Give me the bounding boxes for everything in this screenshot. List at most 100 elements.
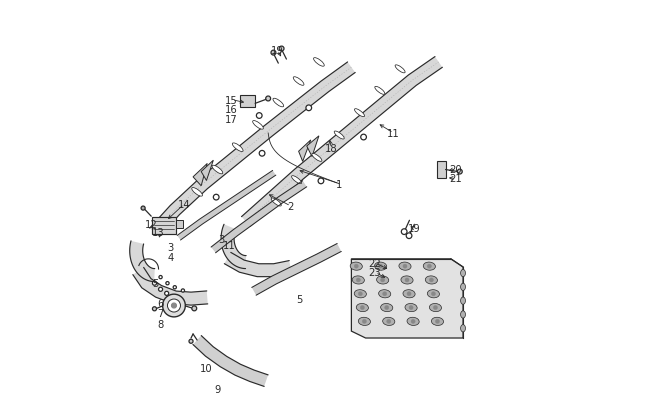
Ellipse shape <box>358 318 370 326</box>
Polygon shape <box>133 268 208 305</box>
Polygon shape <box>224 253 292 277</box>
Ellipse shape <box>352 276 365 284</box>
Ellipse shape <box>383 318 395 326</box>
FancyBboxPatch shape <box>437 162 446 178</box>
Ellipse shape <box>401 276 413 284</box>
Text: 3: 3 <box>168 242 174 252</box>
Text: 11: 11 <box>387 129 400 139</box>
Text: 6: 6 <box>157 299 164 309</box>
Text: 16: 16 <box>226 105 238 115</box>
Text: 1: 1 <box>336 179 343 189</box>
Circle shape <box>172 303 176 308</box>
Circle shape <box>153 281 157 286</box>
Circle shape <box>159 276 162 279</box>
Circle shape <box>168 299 181 312</box>
Circle shape <box>256 113 262 119</box>
Ellipse shape <box>334 132 345 140</box>
Ellipse shape <box>212 166 223 175</box>
Text: 22: 22 <box>369 258 382 268</box>
Circle shape <box>430 278 434 282</box>
Polygon shape <box>130 241 155 282</box>
Circle shape <box>436 320 439 324</box>
Ellipse shape <box>461 284 465 291</box>
Text: 21: 21 <box>449 174 462 184</box>
Ellipse shape <box>427 290 439 298</box>
Circle shape <box>181 289 185 292</box>
Ellipse shape <box>232 143 243 152</box>
Text: 11: 11 <box>222 240 235 250</box>
Circle shape <box>434 306 437 310</box>
Polygon shape <box>307 136 319 157</box>
Circle shape <box>405 278 409 282</box>
Text: 17: 17 <box>226 115 238 125</box>
Circle shape <box>401 229 407 235</box>
Ellipse shape <box>461 270 465 277</box>
Polygon shape <box>252 244 341 296</box>
Ellipse shape <box>271 198 281 207</box>
Polygon shape <box>221 225 246 269</box>
Circle shape <box>387 320 391 324</box>
Ellipse shape <box>292 176 302 184</box>
Text: 7: 7 <box>157 308 164 318</box>
FancyBboxPatch shape <box>240 96 255 108</box>
Circle shape <box>173 286 176 289</box>
Ellipse shape <box>461 297 465 305</box>
Ellipse shape <box>374 262 387 271</box>
Polygon shape <box>211 181 307 253</box>
Text: 19: 19 <box>408 224 421 234</box>
Circle shape <box>381 278 385 282</box>
Ellipse shape <box>425 276 437 284</box>
Ellipse shape <box>354 290 367 298</box>
Ellipse shape <box>432 318 443 326</box>
Polygon shape <box>242 58 443 227</box>
Circle shape <box>385 306 389 310</box>
Circle shape <box>164 292 169 296</box>
Ellipse shape <box>399 262 411 271</box>
Circle shape <box>306 106 311 111</box>
Polygon shape <box>193 336 268 386</box>
Circle shape <box>153 307 157 311</box>
Circle shape <box>141 207 145 211</box>
Text: 12: 12 <box>145 219 157 229</box>
Text: 5: 5 <box>296 295 303 305</box>
Text: 3: 3 <box>218 234 225 244</box>
Text: 19: 19 <box>270 46 283 55</box>
Ellipse shape <box>461 311 465 318</box>
Text: 23: 23 <box>369 268 382 277</box>
Ellipse shape <box>375 87 385 95</box>
Text: 2: 2 <box>287 202 294 211</box>
Ellipse shape <box>395 66 405 74</box>
Circle shape <box>427 264 432 269</box>
Circle shape <box>360 306 365 310</box>
Ellipse shape <box>354 109 365 117</box>
Ellipse shape <box>376 276 389 284</box>
Circle shape <box>403 264 407 269</box>
Circle shape <box>162 294 185 317</box>
Circle shape <box>358 292 362 296</box>
Circle shape <box>378 264 383 269</box>
Text: 8: 8 <box>157 319 164 329</box>
Circle shape <box>406 233 412 239</box>
Ellipse shape <box>405 304 417 312</box>
Polygon shape <box>352 259 463 338</box>
Ellipse shape <box>192 188 202 197</box>
FancyBboxPatch shape <box>153 218 176 234</box>
Circle shape <box>458 170 462 175</box>
Ellipse shape <box>430 304 441 312</box>
FancyBboxPatch shape <box>176 221 183 228</box>
Text: 15: 15 <box>226 96 238 105</box>
Circle shape <box>266 97 270 102</box>
Ellipse shape <box>378 290 391 298</box>
Ellipse shape <box>350 262 362 271</box>
Ellipse shape <box>273 99 283 108</box>
Circle shape <box>166 282 169 285</box>
Circle shape <box>192 306 197 311</box>
Circle shape <box>259 151 265 157</box>
Ellipse shape <box>403 290 415 298</box>
Ellipse shape <box>423 262 436 271</box>
Text: 10: 10 <box>200 364 213 373</box>
Ellipse shape <box>312 154 322 162</box>
Circle shape <box>407 292 411 296</box>
Circle shape <box>432 292 436 296</box>
Text: 20: 20 <box>449 164 462 174</box>
